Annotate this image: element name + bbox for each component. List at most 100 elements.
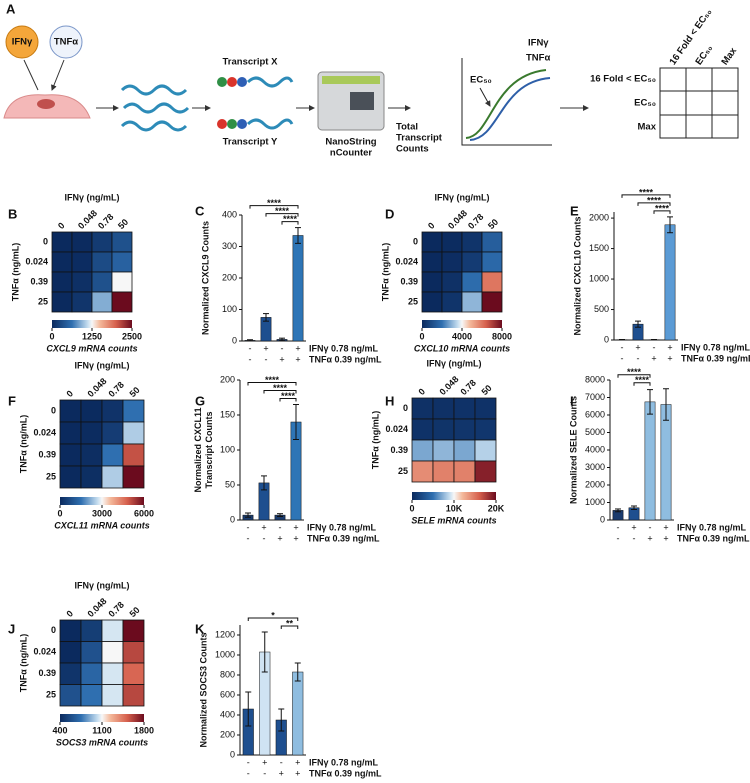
y-tick-label: 800 [220,669,235,679]
heatmap-cell [432,439,455,462]
curve-label: IFNγ [528,38,549,49]
heatmap-cell [461,251,483,273]
heatmap-cell [101,421,124,445]
heatmap-cell [461,291,483,313]
significance-bracket [279,398,297,402]
heatmap-cell [421,271,443,293]
y-tick-label: 0 [230,749,235,759]
heatmap-cell [421,231,443,253]
y-tick-label: 0 [403,403,408,413]
y-tick-label: 25 [398,466,408,476]
significance-bracket [281,221,299,225]
colorbar-label: SELE mRNA counts [411,515,496,525]
y-tick-label: 300 [222,241,237,251]
error-bar [247,339,253,342]
y-tick-label: 0.024 [33,647,56,657]
nucleus [37,99,55,109]
colorbar [412,492,496,500]
heatmap-cell [71,271,93,293]
error-bar [647,389,653,415]
heatmap-cell [453,418,476,441]
cytokine: TNFα [54,37,78,48]
error-bar [279,337,285,342]
heatmap-cell [481,251,503,273]
significance-bracket [249,205,299,209]
significance-bracket [247,617,299,621]
heatmap-cell [91,231,113,253]
x-sign: + [279,768,284,778]
x-row-label: TNFα 0.39 ng/mL [309,354,382,364]
icon [49,25,83,59]
panel-label: G [195,393,205,408]
heatmap-cell [59,641,82,664]
heatmap-cell [441,231,463,253]
heatmap-cell [453,439,476,462]
significance-label: ** [286,618,294,628]
colorbar-label: CXCL10 mRNA counts [414,343,510,353]
significance-label: * [271,610,275,620]
curve-label: TNFα [526,53,550,64]
significance-bracket [653,210,671,214]
panel-label: D [385,206,394,221]
x-sign: + [295,354,300,364]
transcript-label: Transcript X [223,57,279,68]
heatmap-cell [80,421,103,445]
heatmap-cell [122,399,145,423]
significance-label: **** [627,367,642,377]
y-tick-label: 100 [222,304,237,314]
significance-bracket [265,213,299,217]
heatmap-cell [453,397,476,420]
significance-bracket [263,390,297,394]
heatmap-cell [122,662,145,685]
x-tick-label: 0.78 [96,212,115,231]
y-tick-label: 0 [51,625,56,635]
y-tick-label: 0 [604,334,609,344]
colorbar [60,714,144,722]
x-sign: + [262,757,267,767]
heatmap-cell [59,619,82,642]
heatmap-cell [71,291,93,313]
x-sign: - [617,533,620,543]
x-sign: - [653,342,656,352]
heatmap-cell [481,231,503,253]
x-tick-label: 0.78 [459,378,478,397]
y-tick-label: 7000 [585,392,605,402]
ec50-label: EC₅₀ [470,75,492,86]
x-row-label: TNFα 0.39 ng/mL [677,533,750,543]
error-bar [261,631,268,673]
heatmap-cell [51,231,73,253]
y-axis-label: TNFα (ng/mL) [10,243,20,302]
heatmap-cell [474,418,497,441]
y-tick-label: 0.39 [30,276,48,286]
y-tick-label: 3000 [585,462,605,472]
heatmap-cell [80,443,103,467]
heatmap-cell [411,439,434,462]
heatmap-cell [481,291,503,313]
x-sign: - [265,354,268,364]
y-tick-label: 0.39 [390,445,408,455]
rna [120,84,190,132]
x-tick-label: 0.78 [466,212,485,231]
heatmap-cell [122,465,145,489]
panel-label: F [8,393,16,408]
y-tick-label: 25 [408,296,418,306]
y-axis-label: Normalized CXCL10 Counts [572,216,582,335]
heatmap-cell [59,443,82,467]
x-tick-label: 50 [128,385,142,399]
significance-bracket [247,382,297,386]
x-tick-label: 50 [128,605,142,619]
heatmap-cell [122,421,145,445]
heatmap-cell [91,251,113,273]
y-axis-label: Transcript Counts [204,411,214,488]
heatmap-cell [80,684,103,707]
x-tick-label: 0 [65,608,76,619]
heatmap-cell [441,271,463,293]
heatmap-cell [421,251,443,273]
panel-label: C [195,203,205,218]
x-sign: - [247,533,250,543]
grid-row: 16 Fold < EC₅₀ [590,74,656,85]
y-tick-label: 1000 [585,497,605,507]
colorbar-tick-label: 3000 [92,508,112,518]
x-sign: - [263,533,266,543]
y-tick-label: 5000 [585,427,605,437]
